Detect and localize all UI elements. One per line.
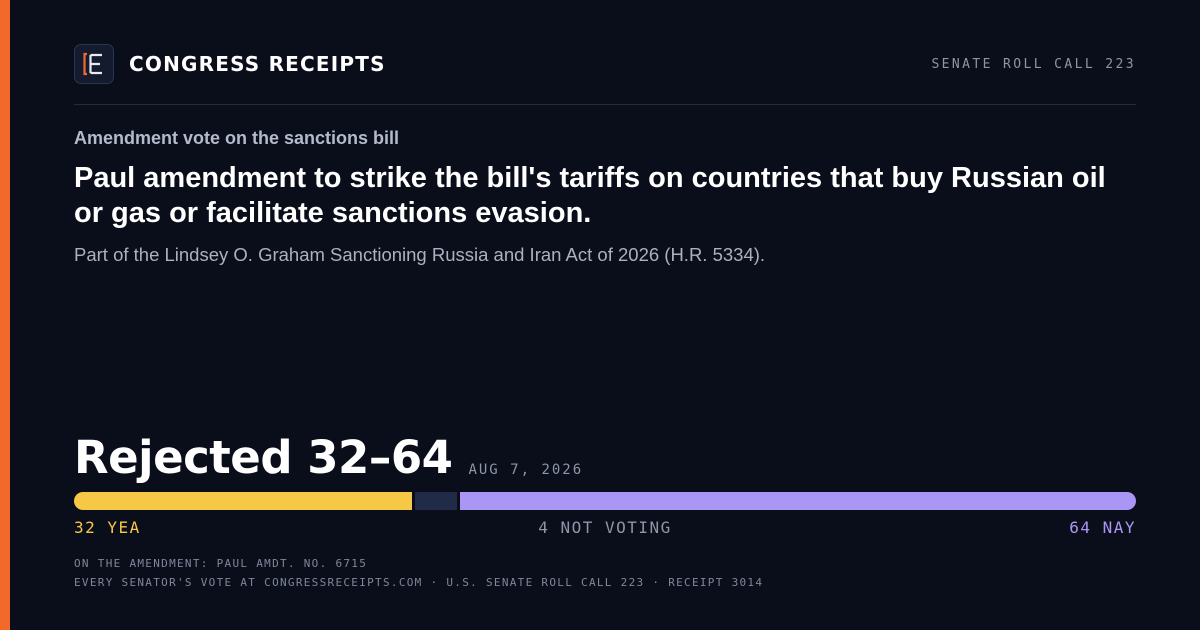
- vote-headline: Paul amendment to strike the bill's tari…: [74, 161, 1136, 231]
- tally-segment-not-voting: [415, 492, 457, 510]
- accent-bar: [0, 0, 10, 630]
- header-divider: [74, 104, 1136, 105]
- card-content: CONGRESS RECEIPTS SENATE ROLL CALL 223 A…: [74, 0, 1136, 630]
- vote-result: Rejected 32–64: [74, 432, 452, 484]
- vote-date: AUG 7, 2026: [468, 462, 583, 478]
- nay-count: 64 NAY: [1069, 518, 1136, 537]
- tally-bar: [74, 492, 1136, 510]
- tally-segment-yea: [74, 492, 412, 510]
- bracket-e-icon: [74, 44, 114, 84]
- bill-subline: Part of the Lindsey O. Graham Sanctionin…: [74, 244, 765, 266]
- brand[interactable]: CONGRESS RECEIPTS: [74, 44, 386, 84]
- brand-name: CONGRESS RECEIPTS: [129, 52, 386, 76]
- result-row: Rejected 32–64 AUG 7, 2026: [74, 428, 583, 484]
- logo-glyph: [81, 51, 107, 77]
- tally-segment-nay: [460, 492, 1136, 510]
- header: CONGRESS RECEIPTS SENATE ROLL CALL 223: [74, 44, 1136, 84]
- tally-legend: 4 NOT VOTING 32 YEA 64 NAY: [74, 518, 1136, 538]
- yea-count: 32 YEA: [74, 518, 141, 537]
- not-voting-count: 4 NOT VOTING: [74, 518, 1136, 537]
- source-footnote[interactable]: EVERY SENATOR'S VOTE AT CONGRESSRECEIPTS…: [74, 576, 763, 589]
- roll-call-label: SENATE ROLL CALL 223: [931, 57, 1136, 72]
- vote-kicker: Amendment vote on the sanctions bill: [74, 128, 399, 149]
- amendment-footnote: ON THE AMENDMENT: PAUL AMDT. NO. 6715: [74, 557, 367, 570]
